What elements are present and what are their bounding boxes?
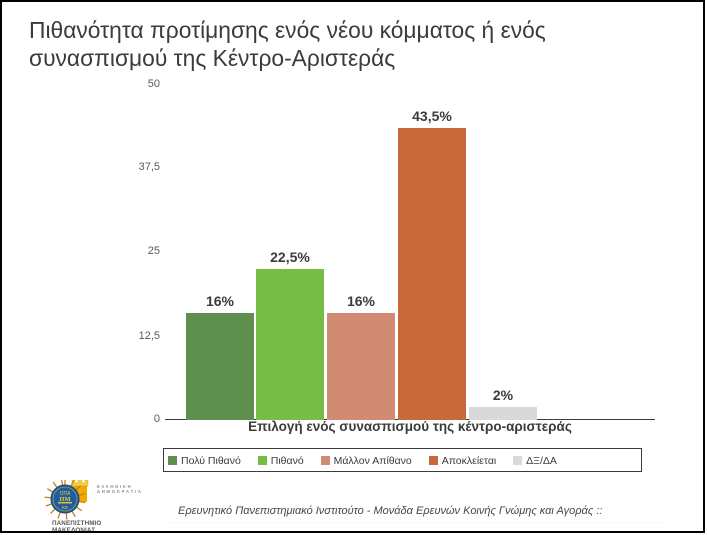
svg-text:ΠΜ: ΠΜ xyxy=(59,496,70,503)
svg-text:ΚΕ: ΚΕ xyxy=(62,505,68,510)
